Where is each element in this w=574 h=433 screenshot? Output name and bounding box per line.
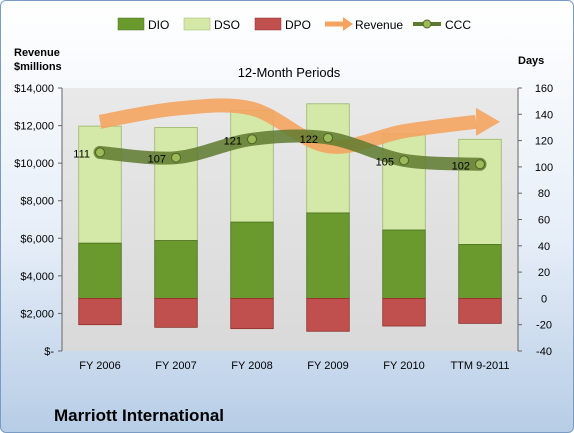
bar-dio: [382, 229, 426, 299]
ccc-point: [171, 152, 181, 163]
right-tick-label: 140: [535, 109, 553, 121]
bar-dpo: [78, 297, 122, 326]
right-tick-label: 80: [538, 188, 550, 200]
legend-label-ccc: CCC: [445, 18, 471, 32]
left-tick-label: $10,000: [14, 158, 54, 170]
left-tick-label: $6,000: [20, 233, 54, 245]
ccc-point: [323, 132, 333, 143]
x-tick-label: TTM 9-2011: [450, 360, 509, 372]
legend: DIO DSO DPO Revenue CCC: [117, 17, 471, 32]
ccc-line: [93, 129, 487, 171]
bar-dso: [458, 138, 502, 245]
legend-label-dpo: DPO: [285, 18, 311, 32]
ccc-data-label: 107: [148, 154, 166, 166]
legend-label-dso: DSO: [214, 18, 240, 32]
bar-dio: [78, 242, 122, 299]
right-tick-label: 60: [538, 215, 550, 227]
bar-dpo: [382, 297, 426, 327]
right-tick-label: 100: [535, 162, 553, 174]
ccc-data-label: 121: [224, 135, 242, 147]
x-tick-label: FY 2006: [79, 360, 120, 372]
revenue-layer: [98, 98, 500, 154]
legend-swatch-ccc: [413, 19, 441, 29]
legend-swatch-dio: [117, 17, 145, 31]
bar-dpo: [154, 297, 198, 328]
bar-dpo: [230, 297, 274, 330]
legend-label-dio: DIO: [148, 18, 169, 32]
bar-dso: [306, 103, 350, 214]
right-tick-label: 160: [535, 83, 553, 95]
left-tick-label: $2,000: [20, 308, 54, 320]
right-tick-label: -40: [536, 346, 552, 358]
left-tick-label: $14,000: [14, 83, 54, 95]
ccc-data-label: 102: [452, 160, 470, 172]
x-tick-label: FY 2008: [231, 360, 272, 372]
bar-dpo: [458, 297, 502, 324]
left-tick-label: $8,000: [20, 196, 54, 208]
x-axis: FY 2006 FY 2007 FY 2008 FY 2009 FY 2010 TTM 9…: [79, 360, 509, 372]
right-tick-label: 0: [541, 293, 547, 305]
x-tick-label: FY 2007: [155, 360, 196, 372]
bars-layer: [78, 103, 502, 332]
right-tick-label: -20: [536, 320, 552, 332]
x-tick-label: FY 2010: [383, 360, 424, 372]
ccc-data-label: 111: [73, 148, 90, 160]
ccc-point: [247, 134, 257, 145]
ccc-point: [475, 159, 485, 170]
bar-dpo: [306, 297, 350, 332]
legend-swatch-dso: [183, 17, 211, 31]
left-axis-title-line2: $millions: [14, 61, 62, 73]
bar-dso: [230, 109, 274, 223]
left-tick-label: $12,000: [14, 121, 54, 133]
ccc-layer: 111 107 121 122 105 102: [73, 129, 487, 172]
bar-dso: [382, 133, 426, 231]
bar-dio: [230, 221, 274, 299]
bar-dso: [78, 125, 122, 244]
legend-swatch-revenue: [325, 17, 353, 31]
legend-swatch-dpo: [254, 17, 282, 31]
left-axis-title-line1: Revenue: [14, 47, 60, 59]
company-name: Marriott International: [54, 406, 224, 425]
right-tick-label: 40: [538, 241, 550, 253]
left-axis: $- $2,000 $4,000 $6,000 $8,000 $10,000 $12,000…: [14, 83, 63, 358]
bar-dio: [458, 244, 502, 299]
chart-title: 12-Month Periods: [238, 65, 341, 80]
left-tick-label: $-: [44, 346, 54, 358]
right-tick-label: 120: [535, 136, 553, 148]
legend-label-revenue: Revenue: [355, 18, 403, 32]
ccc-point: [95, 147, 105, 158]
ccc-data-label: 105: [376, 156, 394, 168]
right-axis: -40 -20 0 20 40 60 80 100 120 140 160: [517, 83, 553, 358]
ccc-point: [399, 155, 409, 166]
left-tick-label: $4,000: [20, 271, 54, 283]
right-tick-label: 20: [538, 267, 550, 279]
revenue-arrowhead: [476, 107, 500, 136]
bar-dio: [154, 240, 198, 299]
right-axis-title: Days: [518, 55, 544, 67]
revenue-line: [98, 98, 477, 154]
bar-dso: [154, 127, 198, 241]
ccc-data-label: 122: [300, 134, 318, 146]
bar-dio: [306, 212, 350, 299]
x-tick-label: FY 2009: [307, 360, 348, 372]
